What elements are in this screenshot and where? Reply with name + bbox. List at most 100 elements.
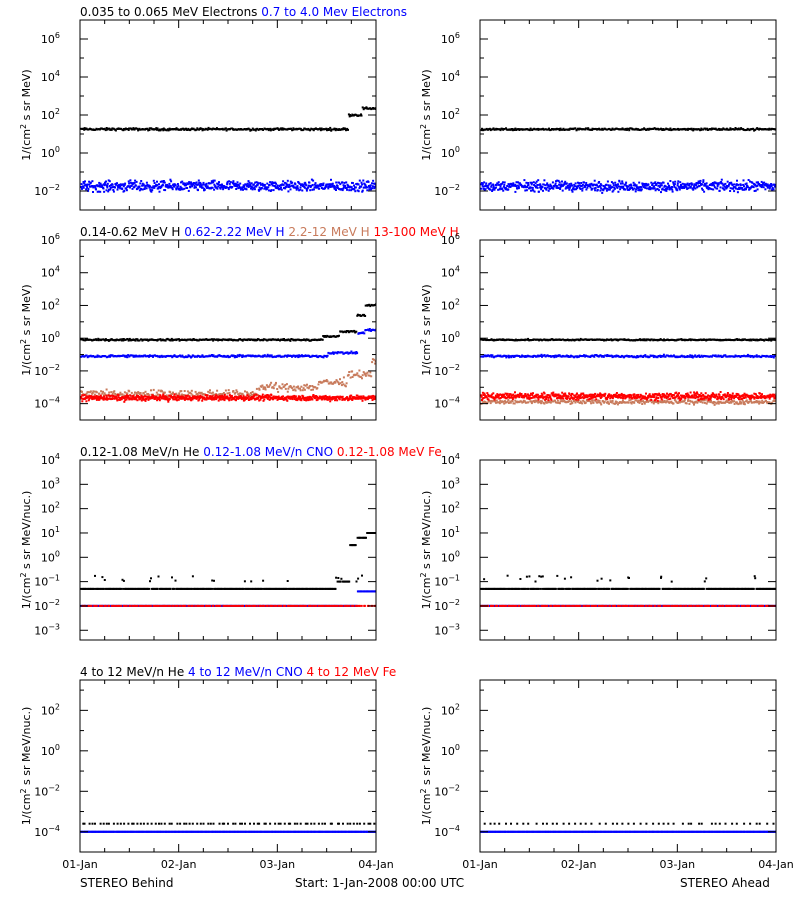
- data-point: [349, 186, 352, 189]
- data-point: [208, 182, 211, 185]
- data-point: [371, 399, 374, 401]
- data-point: [188, 395, 191, 398]
- data-point: [328, 398, 331, 401]
- data-point: [221, 394, 224, 397]
- data-point: [339, 382, 342, 385]
- data-point: [542, 189, 544, 192]
- data-point: [105, 394, 108, 397]
- data-point: [670, 187, 673, 190]
- data-point: [482, 185, 485, 188]
- data-point: [356, 394, 359, 397]
- data-point: [554, 182, 557, 185]
- data-point: [594, 338, 597, 341]
- data-point: [137, 391, 140, 394]
- data-point: [212, 127, 215, 130]
- data-point: [645, 400, 648, 403]
- data-point: [624, 188, 627, 191]
- data-point: [319, 355, 322, 358]
- data-point: [602, 128, 604, 131]
- data-point: [726, 186, 729, 189]
- data-point: [589, 400, 592, 403]
- data-point: [160, 128, 163, 131]
- data-point: [345, 331, 348, 334]
- data-point: [138, 186, 141, 189]
- data-point: [708, 355, 711, 358]
- data-point: [490, 185, 493, 188]
- data-point: [666, 186, 669, 189]
- data-point: [680, 185, 683, 188]
- data-point: [118, 183, 121, 186]
- data-point: [752, 186, 755, 189]
- data-point: [585, 127, 588, 130]
- data-point: [318, 187, 321, 190]
- data-point: [96, 354, 99, 357]
- data-point: [316, 186, 319, 189]
- data-point: [719, 354, 722, 357]
- data-point: [526, 128, 529, 131]
- data-point: [249, 394, 252, 397]
- data-point: [192, 127, 195, 130]
- data-point: [743, 401, 745, 404]
- data-point: [610, 128, 613, 131]
- data-point: [499, 185, 502, 188]
- data-point: [655, 184, 657, 187]
- data-point: [93, 393, 96, 396]
- data-point: [89, 390, 92, 393]
- data-point: [310, 338, 313, 341]
- data-point: [347, 330, 349, 333]
- data-point: [131, 398, 134, 401]
- data-point: [694, 354, 697, 357]
- data-point: [369, 371, 372, 374]
- data-point: [199, 183, 202, 186]
- data-point: [103, 395, 106, 398]
- data-point: [80, 397, 83, 400]
- data-point: [183, 396, 186, 399]
- data-point: [304, 384, 307, 387]
- data-point: [525, 181, 528, 184]
- data-point: [166, 397, 169, 400]
- data-point: [555, 186, 558, 189]
- data-point: [502, 189, 505, 192]
- data-point: [662, 181, 665, 184]
- data-point: [487, 393, 490, 396]
- data-point: [633, 401, 636, 404]
- data-point: [325, 127, 328, 130]
- data-point: [221, 184, 224, 187]
- data-point: [693, 185, 696, 188]
- data-point: [289, 128, 291, 130]
- data-point: [655, 401, 658, 403]
- data-point: [158, 398, 161, 400]
- data-point: [134, 179, 137, 182]
- data-point: [215, 393, 218, 396]
- data-point: [119, 185, 121, 188]
- data-point: [678, 188, 681, 191]
- data-point: [243, 399, 246, 402]
- data-point: [613, 338, 616, 341]
- data-point: [327, 128, 330, 130]
- data-point: [586, 186, 589, 189]
- data-point: [156, 396, 159, 399]
- data-point: [605, 189, 608, 192]
- data-points: [480, 337, 776, 406]
- data-point: [581, 183, 584, 186]
- data-point: [541, 339, 543, 342]
- data-point: [696, 354, 699, 357]
- data-point: [500, 355, 503, 358]
- data-point: [164, 128, 167, 131]
- data-point: [536, 186, 539, 189]
- data-point: [499, 399, 502, 402]
- data-point: [210, 180, 213, 183]
- data-point: [706, 338, 709, 341]
- data-point: [316, 395, 319, 398]
- data-point: [552, 187, 555, 190]
- data-point: [241, 354, 244, 357]
- data-point: [564, 180, 567, 183]
- data-point: [770, 183, 773, 185]
- data-point: [229, 185, 232, 188]
- data-point: [671, 186, 673, 188]
- data-point: [358, 187, 361, 190]
- data-point: [766, 128, 769, 131]
- data-point: [668, 188, 671, 191]
- data-point: [698, 339, 701, 341]
- data-point: [128, 185, 131, 188]
